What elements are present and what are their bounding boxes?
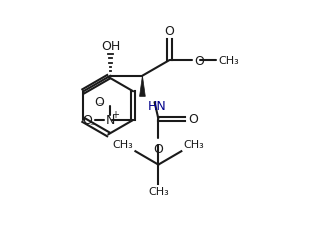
Text: O: O — [164, 25, 175, 38]
Text: O: O — [153, 142, 163, 155]
Text: CH₃: CH₃ — [113, 140, 134, 150]
Text: CH₃: CH₃ — [183, 140, 204, 150]
Text: O: O — [82, 113, 92, 126]
Text: +: + — [111, 110, 119, 120]
Text: CH₃: CH₃ — [148, 186, 169, 196]
Text: N: N — [106, 113, 115, 126]
Text: HN: HN — [148, 99, 167, 112]
Polygon shape — [139, 76, 145, 97]
Text: CH₃: CH₃ — [218, 56, 239, 66]
Text: ⁻: ⁻ — [89, 122, 95, 132]
Text: OH: OH — [101, 40, 120, 53]
Text: O: O — [95, 95, 104, 108]
Text: O: O — [188, 113, 198, 126]
Text: O: O — [195, 54, 205, 67]
Text: ⁻: ⁻ — [98, 101, 104, 111]
